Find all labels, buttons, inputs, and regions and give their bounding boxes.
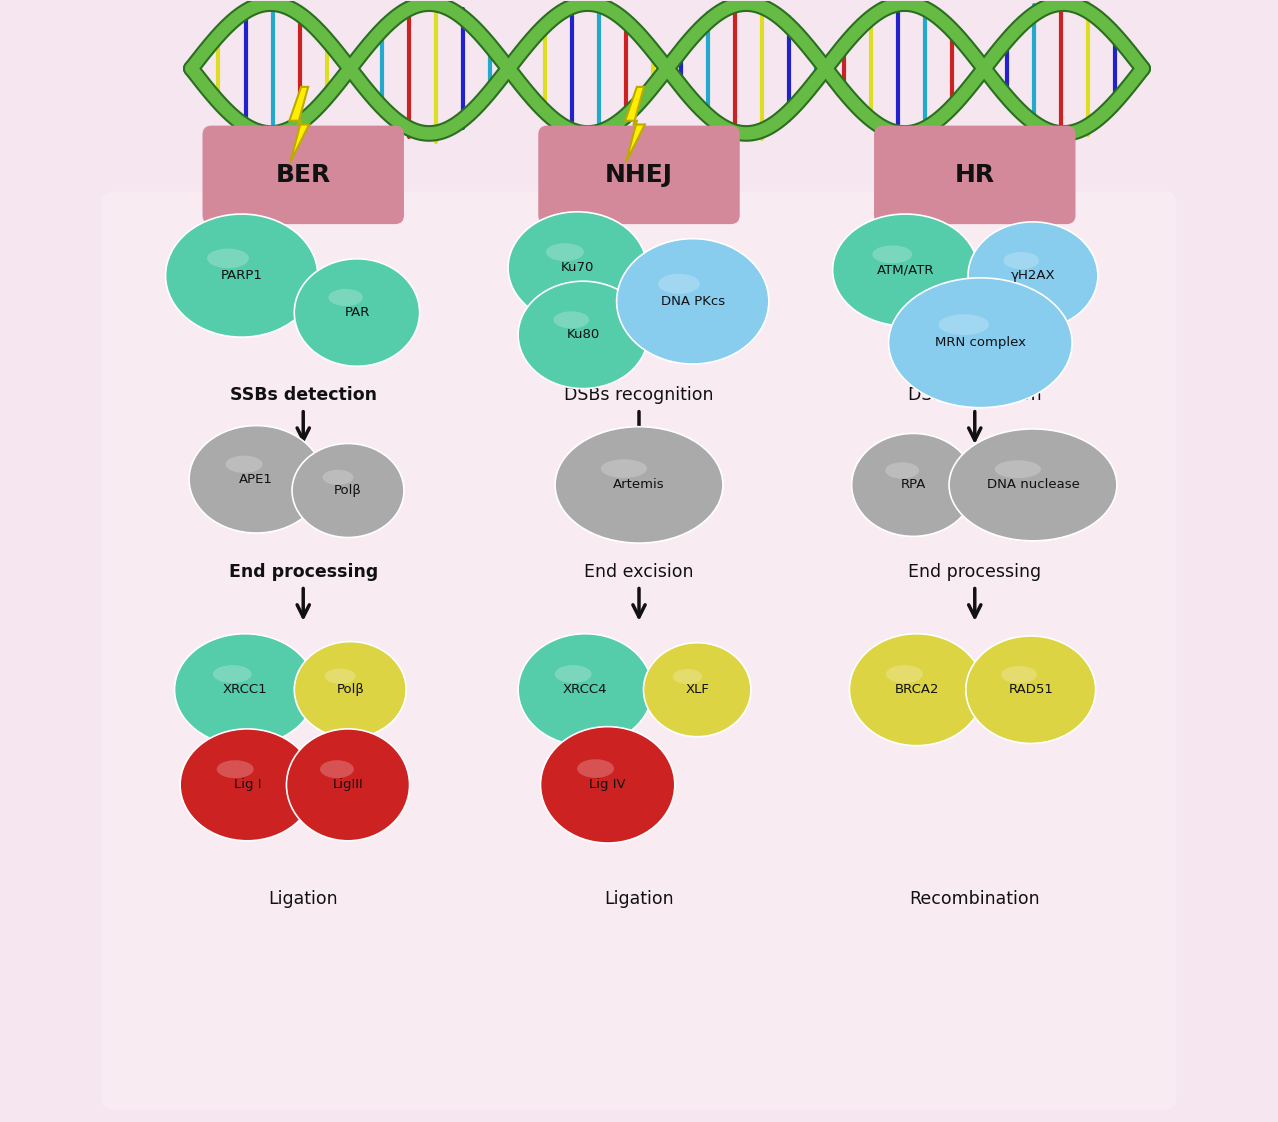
- FancyBboxPatch shape: [538, 126, 740, 224]
- Ellipse shape: [166, 214, 318, 337]
- Text: PAR: PAR: [344, 306, 369, 319]
- Ellipse shape: [851, 433, 975, 536]
- Ellipse shape: [213, 665, 252, 683]
- Ellipse shape: [938, 314, 989, 335]
- Ellipse shape: [601, 459, 647, 478]
- Ellipse shape: [644, 643, 751, 737]
- Text: HR: HR: [955, 163, 994, 187]
- Ellipse shape: [1001, 666, 1036, 683]
- Polygon shape: [625, 86, 645, 162]
- Ellipse shape: [833, 214, 978, 327]
- Ellipse shape: [578, 760, 613, 778]
- Ellipse shape: [294, 642, 406, 738]
- Ellipse shape: [175, 634, 316, 746]
- Ellipse shape: [293, 443, 404, 537]
- Ellipse shape: [555, 665, 592, 683]
- Text: DNA nuclease: DNA nuclease: [987, 478, 1080, 491]
- Ellipse shape: [888, 278, 1072, 407]
- Text: Polβ: Polβ: [336, 683, 364, 697]
- Ellipse shape: [886, 462, 919, 479]
- Ellipse shape: [325, 669, 355, 684]
- Ellipse shape: [555, 426, 723, 543]
- Text: Ligation: Ligation: [268, 890, 339, 908]
- Ellipse shape: [886, 665, 923, 683]
- Ellipse shape: [967, 222, 1098, 330]
- Text: BRCA2: BRCA2: [895, 683, 939, 697]
- Text: Lig IV: Lig IV: [589, 779, 626, 791]
- Text: APE1: APE1: [239, 472, 273, 486]
- Ellipse shape: [658, 274, 700, 294]
- Ellipse shape: [966, 636, 1095, 744]
- Ellipse shape: [672, 669, 703, 684]
- Text: End processing: End processing: [229, 563, 378, 581]
- Ellipse shape: [189, 425, 323, 533]
- FancyBboxPatch shape: [102, 192, 1176, 1110]
- Text: ATM/ATR: ATM/ATR: [877, 264, 934, 276]
- Ellipse shape: [850, 634, 984, 746]
- Text: RAD51: RAD51: [1008, 683, 1053, 697]
- Text: Ku80: Ku80: [566, 329, 599, 341]
- Ellipse shape: [328, 288, 363, 306]
- Ellipse shape: [546, 243, 584, 261]
- Text: γH2AX: γH2AX: [1011, 269, 1056, 282]
- Text: NHEJ: NHEJ: [604, 163, 674, 187]
- Text: Ligation: Ligation: [604, 890, 674, 908]
- Ellipse shape: [322, 470, 353, 485]
- Text: BER: BER: [276, 163, 331, 187]
- Ellipse shape: [217, 761, 253, 779]
- Text: Lig I: Lig I: [234, 779, 261, 791]
- Text: MRN complex: MRN complex: [935, 337, 1026, 349]
- Text: RPA: RPA: [901, 478, 925, 491]
- Ellipse shape: [950, 429, 1117, 541]
- Text: Recombination: Recombination: [910, 890, 1040, 908]
- Ellipse shape: [994, 460, 1042, 478]
- Text: DSBs recognition: DSBs recognition: [565, 386, 713, 404]
- Text: Ku70: Ku70: [561, 261, 594, 274]
- Ellipse shape: [509, 212, 647, 324]
- Text: XRCC1: XRCC1: [222, 683, 267, 697]
- Text: Artemis: Artemis: [613, 478, 665, 491]
- Polygon shape: [289, 86, 309, 162]
- Ellipse shape: [518, 634, 653, 746]
- Ellipse shape: [616, 239, 769, 364]
- Text: XRCC4: XRCC4: [564, 683, 607, 697]
- Ellipse shape: [518, 282, 648, 388]
- Text: DSBs detection: DSBs detection: [907, 386, 1042, 404]
- Text: End processing: End processing: [909, 563, 1042, 581]
- Ellipse shape: [286, 729, 409, 840]
- Ellipse shape: [226, 456, 262, 472]
- Text: DNA PKcs: DNA PKcs: [661, 295, 725, 307]
- FancyBboxPatch shape: [874, 126, 1076, 224]
- Text: LigIII: LigIII: [332, 779, 363, 791]
- Ellipse shape: [294, 259, 419, 366]
- Ellipse shape: [873, 246, 912, 264]
- Text: SSBs detection: SSBs detection: [230, 386, 377, 404]
- FancyBboxPatch shape: [202, 126, 404, 224]
- Text: PARP1: PARP1: [221, 269, 262, 282]
- Text: Polβ: Polβ: [334, 484, 362, 497]
- Text: End excision: End excision: [584, 563, 694, 581]
- Ellipse shape: [553, 311, 589, 329]
- Text: XLF: XLF: [685, 683, 709, 697]
- Ellipse shape: [207, 248, 249, 268]
- Ellipse shape: [541, 727, 675, 843]
- Ellipse shape: [180, 729, 314, 840]
- Ellipse shape: [320, 761, 354, 779]
- Ellipse shape: [1003, 252, 1039, 269]
